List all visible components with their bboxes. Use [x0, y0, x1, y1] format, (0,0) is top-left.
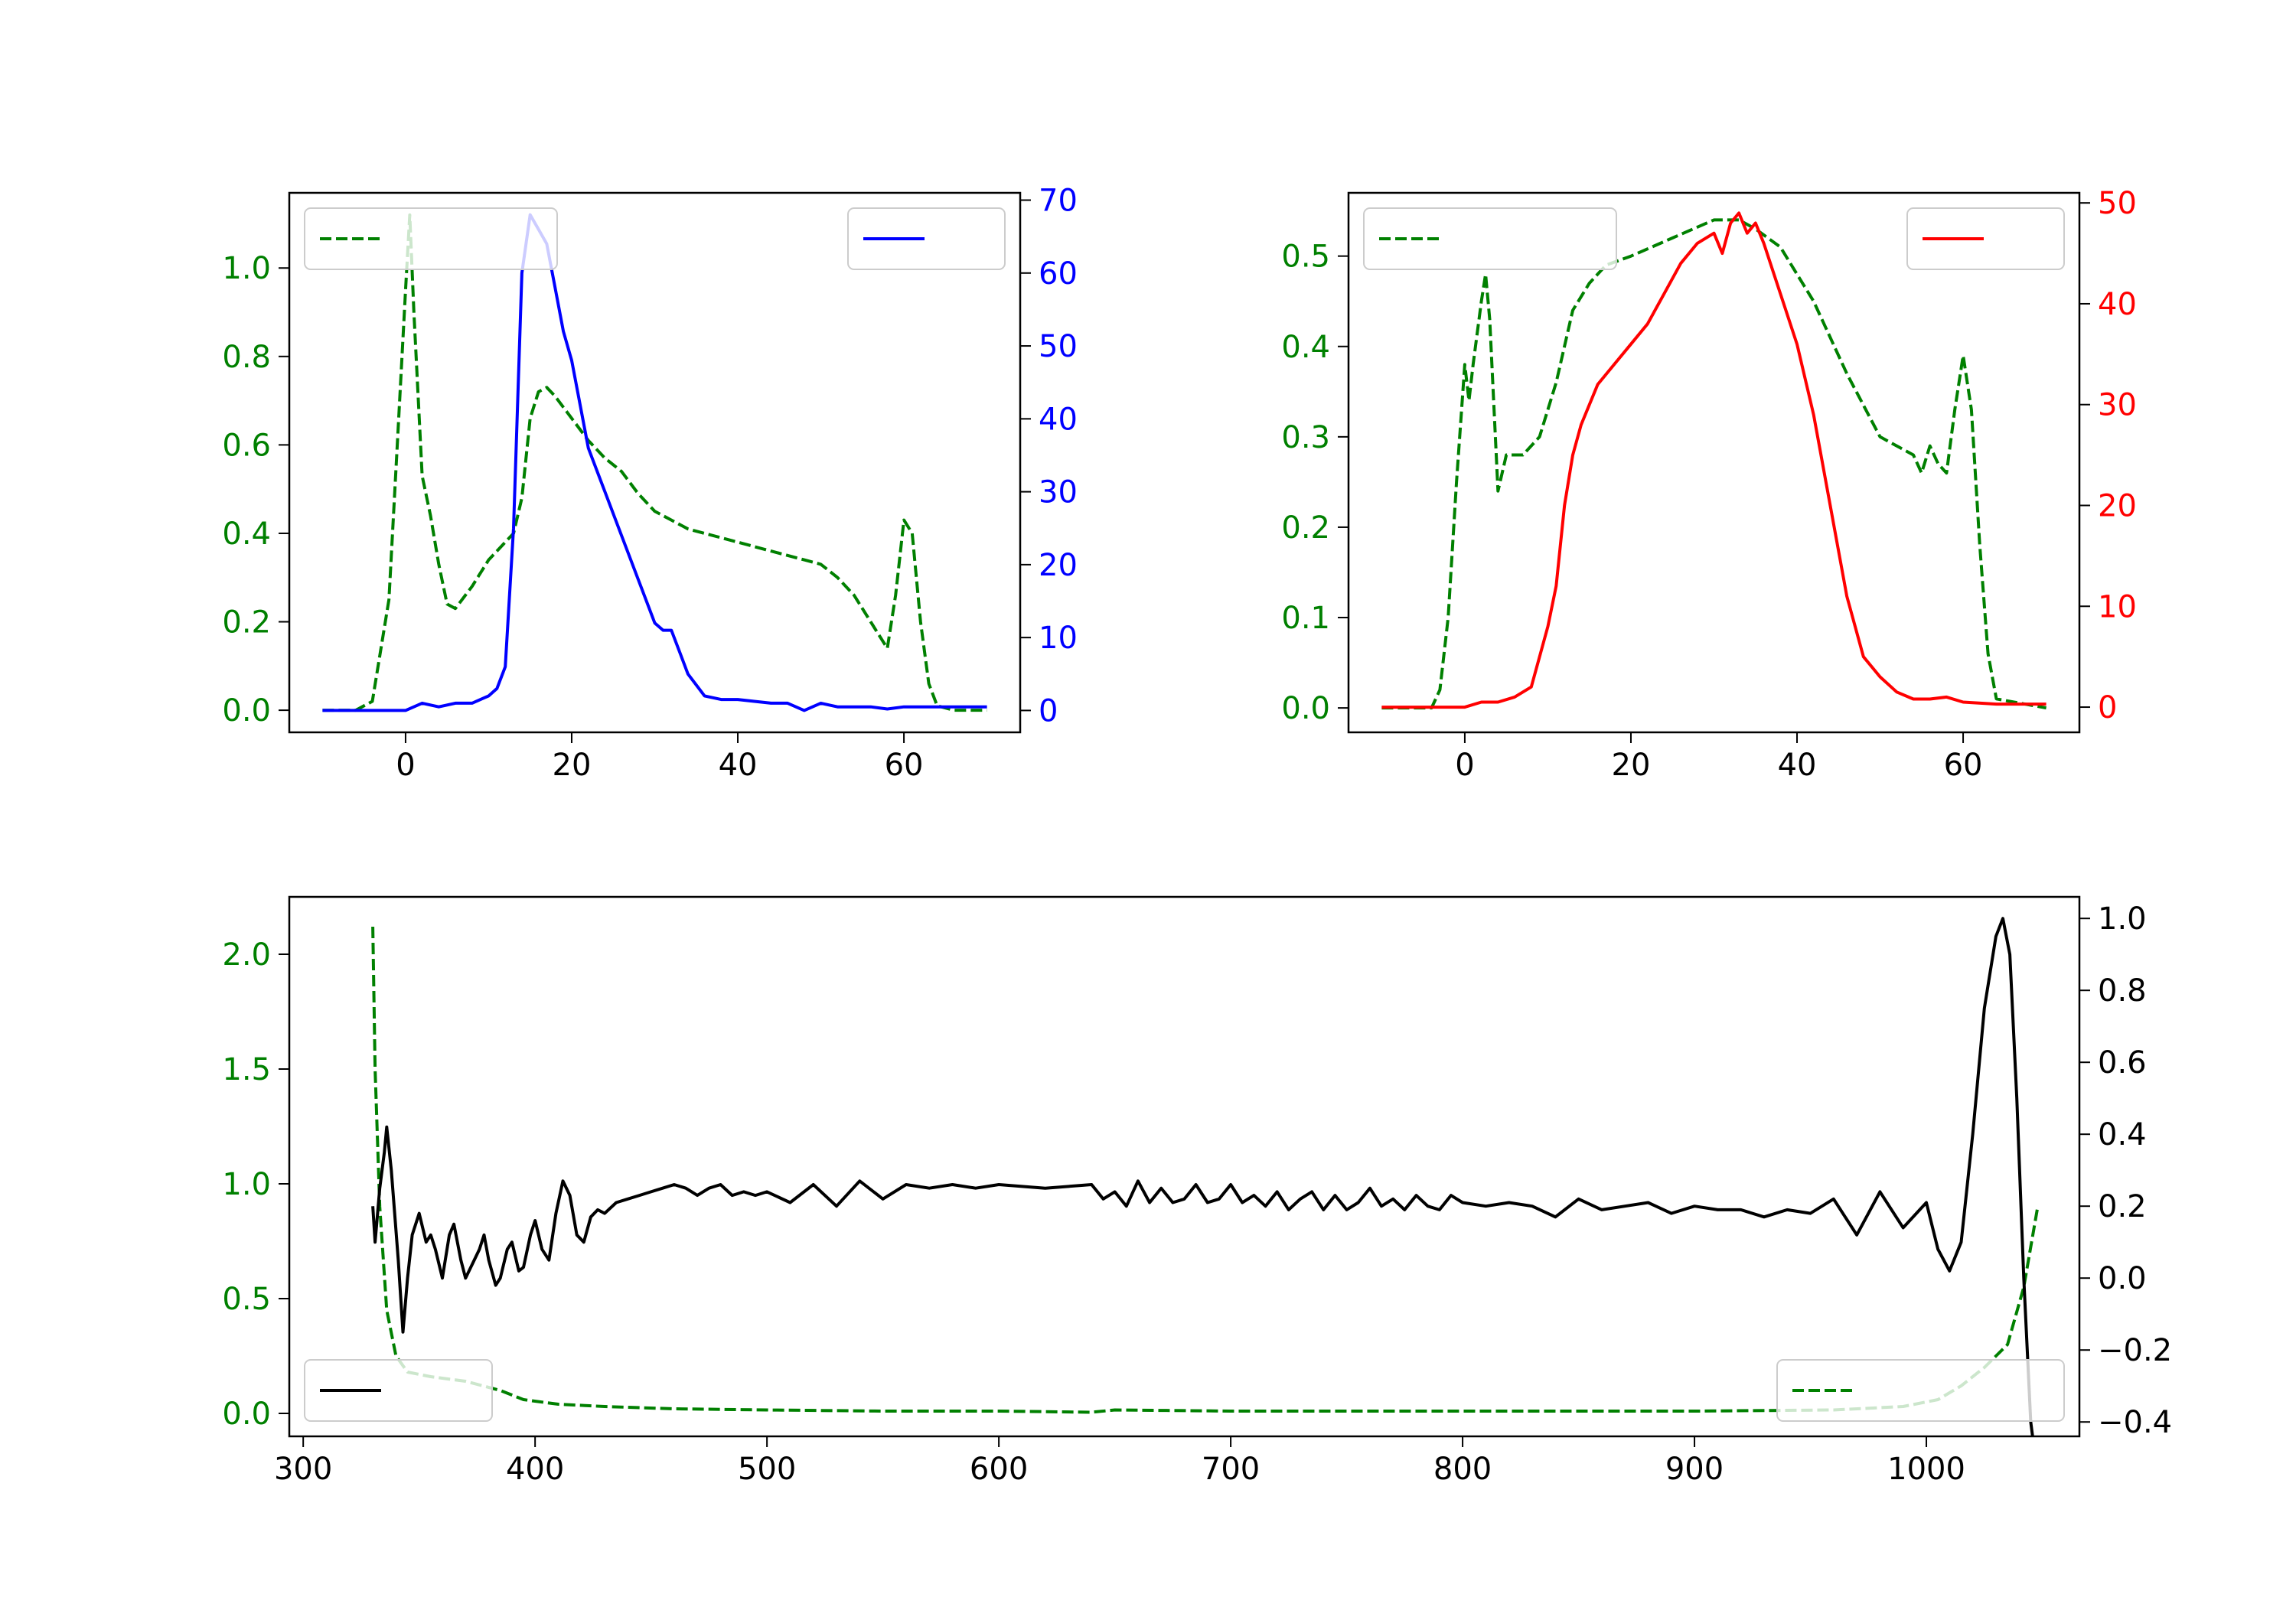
y-left-tick-label: 1.0	[222, 251, 271, 286]
y-left-tick-label: 1.5	[222, 1052, 271, 1087]
y-right-tick-label: 40	[2098, 287, 2137, 322]
legend-box	[847, 207, 1006, 270]
chart-bp: 0 20 40 60 0.0 0.2 0.4 0.6 0.8 1.0 0 10 20 30 40 50 60 70	[222, 184, 1078, 783]
y-left-tick-label: 0.0	[222, 1397, 271, 1432]
y-right-tick-label: 0.8	[2098, 973, 2147, 1009]
y-right-tick-label: 0.6	[2098, 1045, 2147, 1081]
y-left-tick-label: 0.2	[1281, 510, 1330, 546]
x-tick-label: 600	[970, 1452, 1028, 1487]
chart-rp: 0 20 40 60 0.0 0.1 0.2 0.3 0.4 0.5 0 10 20 30 40 50	[1281, 186, 2137, 783]
x-tick-label: 40	[719, 748, 758, 783]
y-left-tick-label: 1.0	[222, 1167, 271, 1202]
y-left-tick-label: 0.0	[1281, 691, 1330, 726]
series-line-flux	[371, 917, 2034, 1436]
series-line-flux-error	[371, 926, 2040, 1414]
plot-frame	[288, 191, 1022, 734]
y-left-tick-label: 0.8	[222, 340, 271, 375]
y-right-tick-label: 50	[2098, 186, 2137, 221]
x-tick-label: 1000	[1887, 1452, 1965, 1487]
legend-box	[1906, 207, 2065, 270]
y-right-tick-label: 40	[1039, 402, 1078, 437]
x-tick-label: 60	[1944, 748, 1983, 783]
y-left-tick-label: 0.2	[222, 605, 271, 641]
legend-flux	[304, 1359, 493, 1422]
x-tick-label: 700	[1202, 1452, 1260, 1487]
y-right-tick-label: 20	[2098, 489, 2137, 524]
y-right-tick-label: 50	[1039, 329, 1078, 364]
y-left-tick-label: 0.4	[1281, 330, 1330, 365]
series-line-bp-error	[322, 213, 987, 712]
y-right-tick-label: 0.0	[2098, 1261, 2147, 1296]
y-right-tick-label: 0.2	[2098, 1189, 2147, 1224]
y-right-tick-label: −0.4	[2098, 1405, 2172, 1440]
y-right-tick-label: 0	[1039, 693, 1058, 729]
plot-frame	[1347, 191, 2081, 734]
chart-calibrated: 300 400 500 600 700 800 900 1000 0.0 0.5 1.0 1.5 2.0…	[222, 895, 2172, 1487]
y-right-tick-label: 30	[1039, 475, 1078, 510]
y-right-tick-label: 70	[1039, 184, 1078, 219]
y-left-tick-label: 2.0	[222, 937, 271, 973]
legend-rp-error	[1363, 207, 1617, 270]
y-right-tick-label: 0	[2098, 690, 2117, 725]
x-tick-label: 60	[885, 748, 924, 783]
legend-box	[1776, 1359, 2065, 1422]
x-tick-label: 300	[274, 1452, 332, 1487]
y-left-tick-label: 0.4	[222, 517, 271, 552]
x-tick-label: 20	[1612, 748, 1651, 783]
y-left-tick-label: 0.0	[222, 693, 271, 729]
y-right-tick-label: 10	[2098, 589, 2137, 624]
y-right-tick-label: 1.0	[2098, 901, 2147, 937]
y-left-tick-label: 0.5	[1281, 240, 1330, 275]
legend-box	[304, 1359, 493, 1422]
x-tick-label: 500	[738, 1452, 796, 1487]
y-right-tick-label: 30	[2098, 388, 2137, 423]
y-left-tick-label: 0.6	[222, 428, 271, 463]
legend-bp-error	[304, 207, 558, 270]
legend-box	[304, 207, 558, 270]
y-right-tick-label: 20	[1039, 548, 1078, 583]
legend-bp	[847, 207, 1006, 270]
y-left-tick-label: 0.1	[1281, 601, 1330, 636]
series-line-rp-error	[1381, 218, 2047, 710]
y-right-tick-label: −0.2	[2098, 1333, 2172, 1368]
x-tick-label: 40	[1778, 748, 1817, 783]
x-tick-label: 20	[553, 748, 592, 783]
series-line-rp	[1381, 211, 2047, 709]
x-tick-label: 0	[1455, 748, 1474, 783]
y-right-tick-label: 60	[1039, 256, 1078, 292]
y-right-tick-label: 0.4	[2098, 1117, 2147, 1152]
x-tick-label: 800	[1433, 1452, 1492, 1487]
series-line-bp	[322, 213, 987, 712]
legend-flux-error	[1776, 1359, 2065, 1422]
x-tick-label: 400	[506, 1452, 564, 1487]
legend-box	[1363, 207, 1617, 270]
plot-frame	[288, 895, 2081, 1438]
x-tick-label: 900	[1665, 1452, 1724, 1487]
y-right-tick-label: 10	[1039, 621, 1078, 656]
x-tick-label: 0	[396, 748, 415, 783]
y-left-tick-label: 0.5	[222, 1282, 271, 1317]
y-left-tick-label: 0.3	[1281, 420, 1330, 455]
legend-rp	[1906, 207, 2065, 270]
